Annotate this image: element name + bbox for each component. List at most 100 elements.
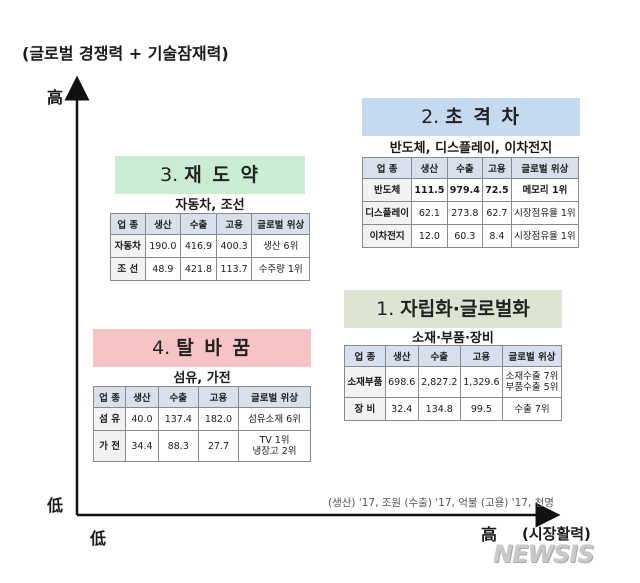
row-industry: 조 선 — [110, 257, 146, 281]
table-header-cell: 업 종 — [344, 345, 386, 367]
table-cell: 소재수출 7위 부품수출 5위 — [501, 366, 563, 398]
table-cell: 시장점유율 1위 — [510, 224, 580, 248]
table-header-cell: 글로벌 위상 — [510, 157, 580, 179]
x-tick-low: 低 — [90, 529, 107, 548]
quadrant-title-leap: 3. 재 도 약 — [115, 156, 305, 194]
table-header-row: 업 종 생산 수출 고용 글로벌 위상 — [361, 157, 580, 179]
table-header-cell: 생산 — [144, 213, 182, 235]
table-cell: 40.0 — [125, 407, 159, 431]
table-header-cell: 생산 — [411, 157, 448, 179]
table-header-cell: 글로벌 위상 — [501, 345, 563, 367]
table-header-row: 업 종 생산 수출 고용 글로벌 위상 — [92, 386, 312, 408]
row-industry: 섬 유 — [92, 407, 127, 431]
table-cell: 8.4 — [482, 224, 512, 248]
table-cell: 48.9 — [144, 257, 182, 281]
x-tick-high: 高 — [481, 525, 498, 544]
quadrant-name: 탈 바 꿈 — [176, 337, 252, 359]
quadrant-name: 재 도 약 — [184, 164, 260, 186]
row-industry: 자동차 — [110, 234, 146, 258]
table-cell: 190.0 — [144, 234, 182, 258]
table-header-cell: 고용 — [215, 213, 253, 235]
table-row: 반도체 111.5 979.4 72.5 메모리 1위 — [361, 178, 580, 202]
x-axis-title: (시장활력) — [522, 525, 591, 543]
y-axis-title: (글로벌 경쟁력 + 기술잠재력) — [22, 44, 229, 63]
quadrant-industries-super-gap: 반도체, 디스플레이, 이차전지 — [389, 141, 553, 156]
table-cell: 62.7 — [482, 201, 512, 225]
table-header-cell: 고용 — [459, 345, 503, 367]
table-cell: 698.6 — [384, 366, 419, 398]
quadrant-industries-leap: 자동차, 조선 — [175, 198, 245, 213]
row-industry: 소재부품 — [344, 366, 386, 398]
table-row: 디스플레이 62.1 273.8 62.7 시장점유율 1위 — [361, 201, 580, 225]
table-row: 섬 유 40.0 137.4 182.0 섬유소재 6위 — [92, 407, 312, 431]
table-header-cell: 수출 — [157, 386, 199, 408]
table-cell: 416.9 — [180, 234, 217, 258]
table-transform: 업 종 생산 수출 고용 글로벌 위상 섬 유 40.0 137.4 182.0 섬유소재 6위 가… — [92, 386, 312, 462]
quadrant-industries-transform: 섬유, 가전 — [173, 371, 231, 386]
table-cell: 62.1 — [411, 201, 448, 225]
table-header-cell: 생산 — [125, 386, 159, 408]
table-cell: 60.3 — [446, 224, 484, 248]
table-header-row: 업 종 생산 수출 고용 글로벌 위상 — [344, 345, 563, 367]
table-self-reliance: 업 종 생산 수출 고용 글로벌 위상 소재부품 698.6 2,827.2 1,329.6 소재… — [344, 345, 563, 421]
table-header-cell: 고용 — [482, 157, 512, 179]
table-cell: 182.0 — [197, 407, 239, 431]
table-header-cell: 글로벌 위상 — [237, 386, 312, 408]
table-cell: 생산 6위 — [251, 234, 310, 258]
table-row: 자동차 190.0 416.9 400.3 생산 6위 — [110, 234, 310, 258]
quadrant-number: 3. — [160, 164, 179, 186]
table-header-cell: 수출 — [417, 345, 461, 367]
table-cell: 시장점유율 1위 — [510, 201, 580, 225]
row-industry: 반도체 — [361, 178, 413, 202]
quadrant-title-self-reliance: 1. 자립화·글로벌화 — [344, 290, 562, 328]
table-row: 장 비 32.4 134.8 99.5 수출 7위 — [344, 397, 563, 421]
table-cell: 99.5 — [459, 397, 503, 421]
table-header-cell: 업 종 — [92, 386, 127, 408]
table-cell: 수출 7위 — [501, 397, 563, 421]
table-cell: 400.3 — [215, 234, 253, 258]
quadrant-name: 초 격 차 — [445, 106, 521, 128]
quadrant-name: 자립화·글로벌화 — [400, 298, 530, 320]
y-tick-low: 低 — [47, 496, 64, 515]
table-cell: 137.4 — [157, 407, 199, 431]
table-cell: 메모리 1위 — [510, 178, 580, 202]
table-cell: 27.7 — [197, 430, 239, 462]
table-header-cell: 업 종 — [361, 157, 413, 179]
table-header-cell: 수출 — [180, 213, 217, 235]
table-header-cell: 글로벌 위상 — [251, 213, 310, 235]
row-industry: 가 전 — [92, 430, 127, 462]
quadrant-number: 2. — [421, 106, 440, 128]
table-row: 가 전 34.4 88.3 27.7 TV 1위 냉장고 2위 — [92, 430, 312, 462]
table-super-gap: 업 종 생산 수출 고용 글로벌 위상 반도체 111.5 979.4 72.5 메모리 1위 디스… — [361, 157, 580, 248]
table-cell: 섬유소재 6위 — [237, 407, 312, 431]
table-header-cell: 생산 — [384, 345, 419, 367]
table-cell: 34.4 — [125, 430, 159, 462]
row-industry: 이차전지 — [361, 224, 413, 248]
table-header-cell: 업 종 — [110, 213, 146, 235]
table-cell: 273.8 — [446, 201, 484, 225]
table-leap: 업 종 생산 수출 고용 글로벌 위상 자동차 190.0 416.9 400.3 생산 6위 조 … — [110, 213, 310, 281]
quadrant-industries-self-reliance: 소재·부품·장비 — [412, 331, 494, 346]
table-cell: 111.5 — [411, 178, 448, 202]
table-cell: 88.3 — [157, 430, 199, 462]
table-cell: 32.4 — [384, 397, 419, 421]
row-industry: 장 비 — [344, 397, 386, 421]
row-industry: 디스플레이 — [361, 201, 413, 225]
table-cell: 2,827.2 — [417, 366, 461, 398]
quadrant-number: 4. — [152, 337, 171, 359]
table-cell: 113.7 — [215, 257, 253, 281]
quadrant-number: 1. — [376, 298, 395, 320]
table-row: 이차전지 12.0 60.3 8.4 시장점유율 1위 — [361, 224, 580, 248]
units-footnote: (생산) '17, 조원 (수출) '17, 억불 (고용) '17, 천명 — [328, 497, 554, 509]
table-header-cell: 수출 — [446, 157, 484, 179]
table-header-row: 업 종 생산 수출 고용 글로벌 위상 — [110, 213, 310, 235]
table-row: 조 선 48.9 421.8 113.7 수주량 1위 — [110, 257, 310, 281]
quadrant-title-super-gap: 2. 초 격 차 — [362, 98, 580, 136]
table-cell: 12.0 — [411, 224, 448, 248]
table-row: 소재부품 698.6 2,827.2 1,329.6 소재수출 7위 부품수출 5위 — [344, 366, 563, 398]
table-cell: 수주량 1위 — [251, 257, 310, 281]
table-cell: 134.8 — [417, 397, 461, 421]
y-tick-high: 高 — [47, 88, 64, 107]
table-cell: 1,329.6 — [459, 366, 503, 398]
